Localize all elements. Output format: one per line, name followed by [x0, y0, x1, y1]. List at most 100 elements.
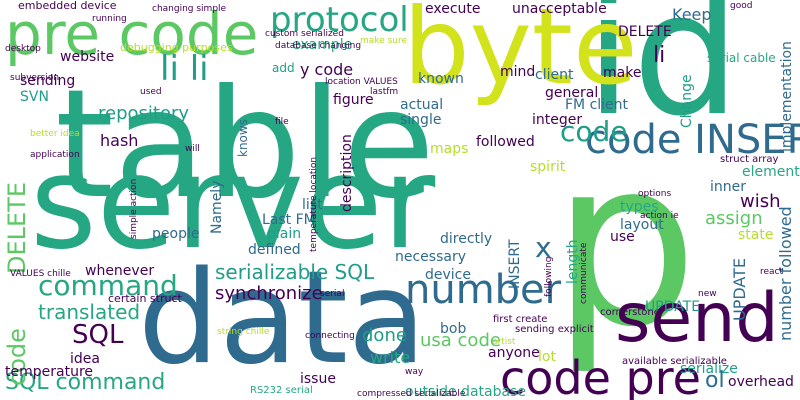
cloud-word: device	[425, 267, 471, 283]
cloud-word: types	[620, 199, 659, 215]
cloud-word: serialize	[680, 361, 738, 377]
cloud-word: list	[302, 197, 323, 213]
cloud-word: action ie	[640, 211, 679, 221]
cloud-word: SQL	[72, 320, 124, 350]
cloud-word: custom serialized	[265, 29, 344, 39]
cloud-word: certain struct	[108, 292, 182, 305]
cloud-word: SQL command	[5, 370, 166, 395]
cloud-word: lot	[538, 349, 556, 365]
cloud-word: layout	[620, 217, 664, 233]
cloud-word: lastfm	[370, 87, 399, 97]
cloud-word: simple action	[129, 178, 139, 239]
cloud-word: known	[418, 71, 464, 87]
cloud-word: ol	[705, 368, 725, 393]
cloud-word: location VALUES	[325, 77, 398, 87]
cloud-word: actual	[400, 97, 444, 113]
cloud-word: RS232 serial	[250, 385, 313, 396]
cloud-word: id	[585, 0, 741, 154]
cloud-word: idea	[70, 351, 100, 367]
cloud-word: Change	[679, 74, 695, 128]
cloud-word: add	[272, 61, 295, 75]
cloud-word: DELETE	[3, 181, 31, 274]
cloud-word: issue	[300, 371, 336, 387]
cloud-word: cornerstone	[600, 307, 660, 318]
cloud-word: y code	[300, 60, 354, 79]
cloud-word: FM client	[565, 97, 629, 113]
cloud-word: spirit	[530, 159, 566, 175]
cloud-word: make sure	[360, 36, 408, 46]
cloud-word: website	[60, 49, 115, 65]
cloud-word: better idea	[30, 129, 80, 139]
cloud-word: options	[638, 189, 672, 199]
cloud-word: SVN	[20, 89, 49, 105]
cloud-word: figure	[333, 92, 374, 108]
cloud-word: VALUES chille	[10, 269, 71, 279]
cloud-word: react	[760, 267, 784, 277]
cloud-word: assign	[705, 208, 763, 229]
cloud-word: available serializable	[622, 356, 727, 367]
cloud-word: write	[370, 348, 411, 367]
cloud-word: debugging purposes	[120, 41, 233, 54]
cloud-word: database changing	[275, 41, 362, 51]
cloud-word: new	[698, 289, 717, 299]
cloud-word: table	[55, 58, 435, 232]
cloud-word: communicate	[579, 242, 589, 304]
cloud-word: done	[362, 325, 407, 346]
cloud-word: embedded device	[18, 0, 117, 12]
cloud-word: sending	[20, 73, 76, 89]
cloud-word: element	[742, 164, 800, 180]
cloud-word: string chille	[217, 327, 270, 337]
cloud-word: INSERT	[507, 239, 523, 289]
cloud-word: necessary	[395, 249, 467, 265]
cloud-word: maps	[430, 141, 469, 157]
cloud-word: repository	[98, 103, 190, 124]
cloud-word: sending explicit	[515, 324, 594, 335]
cloud-word: temperature location	[309, 156, 319, 252]
cloud-word: unacceptable	[512, 1, 607, 17]
cloud-word: protocol	[270, 0, 409, 40]
cloud-word: Last FM	[262, 212, 316, 228]
cloud-word: make	[603, 65, 642, 81]
cloud-word: directly	[440, 231, 493, 247]
cloud-word: data	[138, 244, 427, 393]
cloud-word: UPDATE	[730, 258, 749, 321]
cloud-word: serializable SQL	[215, 260, 375, 284]
cloud-word: byte	[403, 0, 638, 108]
cloud-word: artist	[492, 337, 516, 347]
cloud-word: description	[339, 134, 355, 212]
cloud-word: DELETE	[618, 24, 672, 40]
cloud-word: single	[400, 112, 442, 128]
cloud-word: example	[292, 37, 353, 53]
cloud-word: plain	[267, 226, 302, 242]
cloud-word: will	[185, 144, 200, 154]
cloud-word: x	[535, 231, 552, 264]
cloud-word: pre code	[5, 0, 259, 68]
cloud-word: anyone	[488, 345, 540, 361]
cloud-word: send	[615, 279, 779, 358]
cloud-word: usa code	[420, 330, 501, 351]
cloud-word: UPDATE	[645, 299, 701, 315]
cloud-word: application	[30, 150, 80, 160]
cloud-word: integer	[532, 112, 583, 128]
cloud-word: way	[405, 367, 424, 377]
cloud-word: code	[560, 115, 628, 148]
cloud-word: overhead	[728, 374, 794, 390]
cloud-word: compressed serializable	[357, 389, 466, 399]
cloud-word: subversion	[10, 73, 60, 83]
cloud-word: execute	[425, 1, 481, 17]
cloud-word: mind	[500, 64, 536, 80]
cloud-word: Keep	[672, 5, 712, 24]
cloud-word: client	[535, 67, 574, 83]
cloud-word: serial cable	[707, 51, 776, 65]
cloud-word: running	[92, 14, 127, 24]
cloud-word: following	[544, 256, 554, 297]
cloud-word: good	[730, 1, 753, 11]
cloud-word: inner	[710, 179, 747, 195]
cloud-word: Namely	[209, 180, 225, 234]
cloud-word: length	[565, 239, 581, 284]
cloud-word: translated	[38, 300, 141, 324]
cloud-word: serial	[320, 289, 345, 299]
cloud-word: bob	[440, 321, 467, 337]
cloud-word: knows	[236, 119, 250, 157]
